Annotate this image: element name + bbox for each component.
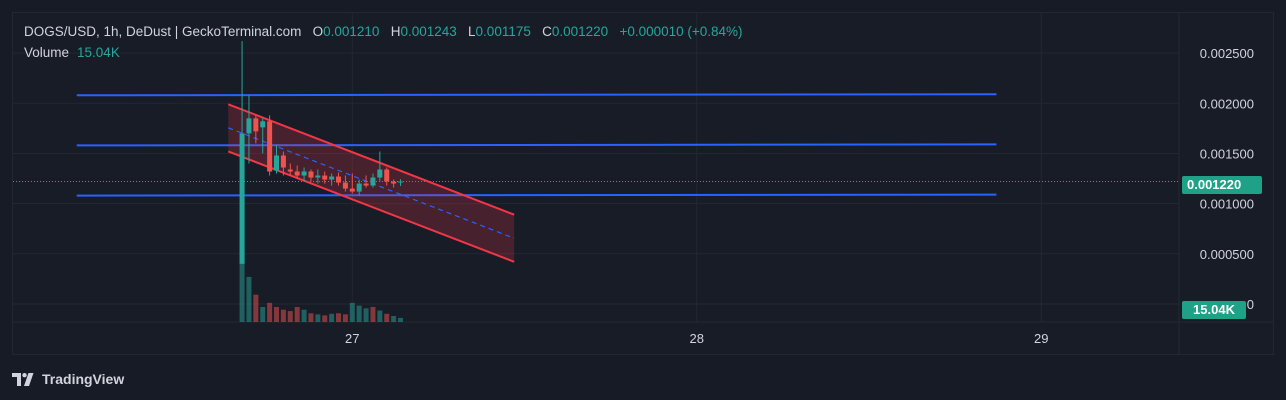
candle-body	[363, 183, 369, 186]
low-value: 0.001175	[475, 24, 531, 39]
x-tick-label: 29	[1034, 331, 1048, 346]
symbol-label[interactable]: DOGS/USD, 1h, DeDust | GeckoTerminal.com	[24, 24, 302, 39]
volume-value: 15.04K	[77, 45, 120, 60]
candle-body	[315, 175, 321, 178]
close-label: C	[542, 24, 552, 39]
high-label: H	[390, 24, 401, 39]
candle-body	[398, 181, 404, 183]
candle-body	[301, 171, 307, 176]
volume-bar	[239, 242, 245, 322]
high-value: 0.001243	[400, 24, 457, 39]
y-tick-label: 0	[1247, 297, 1254, 312]
volume-bar	[280, 309, 286, 322]
volume-bar	[329, 313, 335, 322]
candle-body	[280, 155, 286, 168]
volume-bar	[287, 311, 293, 322]
volume-bar	[253, 294, 259, 322]
volume-bar	[294, 306, 300, 322]
low-label: L	[468, 24, 476, 39]
horizontal-line	[76, 93, 997, 97]
volume-bar	[246, 276, 252, 322]
candle-body	[329, 176, 335, 180]
change-value: +0.000010 (+0.84%)	[619, 24, 743, 39]
y-tick-label: 0.001500	[1200, 146, 1254, 161]
y-tick-label: 0.000500	[1200, 247, 1254, 262]
grid-lines	[13, 13, 1273, 355]
candles	[239, 41, 404, 264]
candle-body	[274, 155, 280, 171]
volume-bar	[391, 315, 397, 322]
open-label: O	[312, 24, 324, 39]
y-tick-label: 0.002500	[1200, 46, 1254, 61]
candle-body	[253, 118, 259, 132]
chart-pane[interactable]	[12, 12, 1274, 355]
channel-upper-line	[227, 103, 515, 216]
candle-body	[384, 169, 390, 182]
candle-body	[356, 183, 362, 192]
candle-body	[246, 118, 252, 134]
tradingview-icon	[12, 372, 36, 386]
x-tick-label: 27	[345, 331, 359, 346]
candle-body	[287, 169, 293, 172]
volume-bar	[274, 306, 280, 322]
volume-bar	[322, 315, 328, 322]
candle-body	[342, 182, 348, 189]
volume-bars	[239, 242, 404, 322]
close-value: 0.001220	[551, 24, 609, 39]
volume-bar	[336, 313, 342, 322]
volume-bar	[301, 309, 307, 322]
candle-body	[370, 177, 376, 186]
volume-bar	[363, 308, 369, 322]
horizontal-line	[76, 143, 997, 147]
volume-bar	[308, 313, 314, 322]
open-value: 0.001210	[323, 24, 380, 39]
candle-body	[267, 121, 273, 172]
volume-bar	[315, 314, 321, 322]
y-tick-label: 0.001000	[1200, 197, 1254, 212]
candle-body	[377, 169, 383, 178]
candle-body	[239, 133, 245, 264]
volume-bar	[260, 306, 266, 322]
candle-body	[308, 171, 314, 178]
last-price-badge: 0.001220	[1182, 176, 1262, 194]
brand-name: TradingView	[42, 371, 125, 387]
axes: 0.002500 0.002000 0.001500 0.001000 0.000500…	[345, 46, 1254, 346]
last-volume-badge: 15.04K	[1182, 301, 1246, 319]
y-tick-label: 0.002000	[1200, 96, 1254, 111]
candle-body	[260, 121, 266, 128]
candle-body	[336, 176, 342, 183]
candle-body	[391, 181, 397, 184]
candle-body	[322, 175, 328, 180]
horizontal-line	[76, 193, 997, 197]
ohlc-legend: DOGS/USD, 1h, DeDust | GeckoTerminal.com…	[24, 24, 743, 39]
volume-bar	[377, 310, 383, 322]
volume-bar	[356, 305, 362, 322]
volume-bar	[384, 313, 390, 322]
candle-body	[294, 171, 300, 176]
volume-bar	[267, 302, 273, 322]
volume-bar	[398, 317, 404, 322]
x-tick-label: 28	[690, 331, 704, 346]
volume-legend: Volume 15.04K	[24, 45, 120, 60]
volume-bar	[349, 302, 355, 322]
volume-bar	[370, 306, 376, 322]
horizontal-lines	[13, 93, 1179, 197]
volume-label: Volume	[24, 45, 70, 60]
tradingview-logo[interactable]: TradingView	[12, 369, 124, 389]
volume-bar	[342, 314, 348, 322]
candle-body	[349, 188, 355, 192]
